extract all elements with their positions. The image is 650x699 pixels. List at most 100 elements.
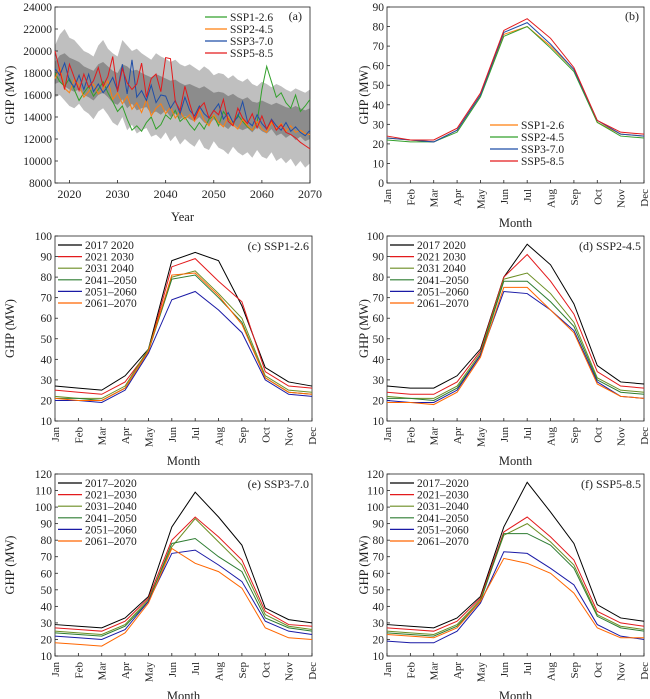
plot-frame [386, 235, 645, 422]
x-axis-label: Month [499, 216, 533, 230]
x-tick-label: Jun [499, 189, 511, 205]
x-tick-label: 2040 [154, 187, 178, 201]
x-tick-label: Aug [546, 662, 558, 681]
x-tick-label: 2020 [57, 187, 81, 201]
x-tick-label: Feb [73, 427, 85, 444]
x-tick-label: Oct [260, 427, 272, 443]
x-tick-label: Nov [616, 189, 628, 208]
series-line [54, 272, 313, 401]
y-tick-label: 40 [373, 100, 385, 112]
panel-label: (b) [625, 9, 639, 23]
series-line [54, 258, 313, 395]
y-tick-label: 70 [41, 293, 53, 305]
legend-label: SSP3-7.0 [521, 144, 564, 156]
x-tick-label: Feb [73, 662, 85, 679]
y-tick-label: 40 [41, 354, 53, 366]
panel-label: (a) [289, 9, 302, 23]
panel-label: (f) SSP5-8.5 [581, 477, 641, 491]
y-tick-label: 60 [373, 313, 385, 325]
legend-label: 2017–2020 [85, 478, 137, 490]
y-tick-label: 40 [373, 354, 385, 366]
y-tick-label: 70 [41, 552, 53, 564]
y-tick-label: 16000 [23, 90, 52, 102]
series-group [54, 251, 313, 404]
y-tick-label: 10 [373, 651, 385, 663]
x-tick-label: Jan [382, 189, 394, 204]
legend-label: SSP2-4.5 [521, 132, 564, 144]
panel-label: (c) SSP1-2.6 [248, 239, 309, 253]
legend-label: SSP2-4.5 [230, 24, 273, 36]
legend-label: 2051–2060 [417, 524, 469, 536]
legend-label: 2051–2060 [417, 286, 469, 298]
y-tick-label: 90 [41, 519, 53, 531]
x-tick-label: Sep [237, 427, 249, 444]
x-tick-label: Nov [616, 662, 628, 681]
y-tick-label: 50 [41, 585, 53, 597]
legend-label: 2051–2060 [85, 524, 137, 536]
y-tick-label: 30 [41, 375, 53, 387]
legend-label: 2061–2070 [85, 298, 137, 310]
series-line [386, 557, 644, 639]
x-tick-label: Oct [592, 662, 604, 678]
x-tick-label: Nov [284, 662, 296, 681]
x-tick-label: Apr [452, 427, 464, 444]
x-tick-label: Mar [429, 662, 441, 681]
x-tick-label: 2070 [298, 187, 322, 201]
y-tick-label: 80 [373, 22, 385, 34]
y-tick-label: 30 [373, 119, 385, 131]
legend-label: 2041–2050 [417, 275, 469, 287]
y-tick-label: 50 [373, 585, 385, 597]
y-tick-label: 8000 [29, 178, 52, 190]
y-tick-label: 60 [41, 568, 53, 580]
x-tick-label: Jul [522, 189, 534, 202]
x-tick-label: May [143, 662, 155, 683]
series-line [54, 517, 313, 635]
x-axis-label: Month [499, 454, 533, 468]
x-tick-label: Jun [499, 427, 511, 443]
y-tick-label: 100 [35, 502, 53, 514]
x-tick-label: 2060 [250, 187, 274, 201]
y-axis-label: GHP (MW) [3, 299, 17, 358]
panel-5: 10 20 30 40 50 60 70 80 90 100 110 120 Jan Feb Mar Apr M… [3, 469, 319, 699]
x-tick-label: Aug [546, 189, 558, 208]
x-tick-label: Feb [405, 662, 417, 679]
y-tick-label: 100 [367, 502, 385, 514]
panel-label: (e) SSP3-7.0 [248, 477, 309, 491]
panel-3: 10 20 30 40 50 60 70 80 90 100 Jan Feb Mar Apr May Jun J… [3, 231, 319, 468]
plot-frame [54, 473, 313, 657]
x-tick-label: Mar [97, 427, 109, 446]
y-tick-label: 30 [373, 618, 385, 630]
x-tick-label: 2030 [106, 187, 130, 201]
y-tick-label: 50 [373, 334, 385, 346]
y-axis-label: GHP (MW) [357, 536, 371, 595]
x-axis-label: Month [167, 454, 201, 468]
y-axis-label: GHP (MW) [3, 66, 17, 125]
y-tick-label: 10 [41, 651, 53, 663]
y-tick-label: 80 [373, 272, 385, 284]
series-group [386, 243, 645, 406]
y-tick-label: 100 [367, 231, 385, 243]
legend-label: 2031 2040 [85, 263, 134, 275]
x-tick-label: Aug [214, 662, 226, 681]
legend-label: 2061–2070 [85, 536, 137, 548]
y-tick-label: 90 [373, 519, 385, 531]
x-tick-label: Feb [405, 189, 417, 206]
y-axis-label: GHP (MW) [357, 299, 371, 358]
y-tick-label: 110 [35, 486, 52, 498]
y-tick-label: 70 [373, 293, 385, 305]
x-tick-label: Sep [569, 189, 581, 206]
y-tick-label: 30 [373, 375, 385, 387]
y-tick-label: 18000 [23, 68, 52, 80]
x-tick-label: Jan [50, 427, 62, 442]
x-tick-label: Mar [429, 189, 441, 208]
x-tick-label: May [475, 189, 487, 210]
panel-1: 8000 10000 12000 14000 16000 18000 20000 22000 2… [3, 2, 322, 224]
x-tick-label: Aug [214, 427, 226, 446]
y-tick-label: 70 [373, 41, 385, 53]
x-tick-label: Jul [522, 662, 534, 675]
series-line [386, 523, 645, 635]
series-line [54, 65, 311, 136]
y-tick-label: 80 [373, 535, 385, 547]
legend-label: 2031 2040 [417, 263, 466, 275]
